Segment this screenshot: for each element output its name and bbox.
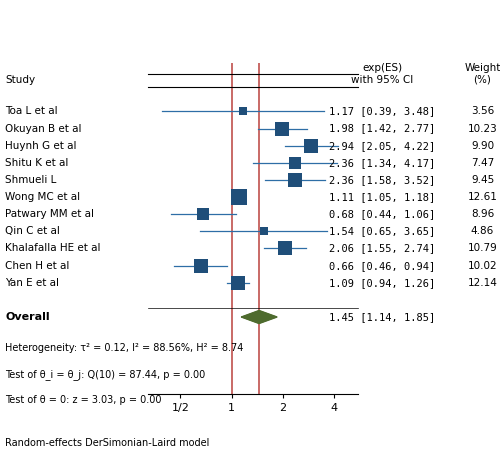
Text: 1.54 [0.65, 3.65]: 1.54 [0.65, 3.65] bbox=[330, 226, 436, 236]
Text: Patwary MM et al: Patwary MM et al bbox=[5, 209, 94, 219]
Text: 10.02: 10.02 bbox=[468, 260, 498, 270]
Point bbox=[197, 262, 205, 269]
Text: Heterogeneity: τ² = 0.12, I² = 88.56%, H² = 8.74: Heterogeneity: τ² = 0.12, I² = 88.56%, H… bbox=[5, 343, 244, 353]
Text: 2.36 [1.58, 3.52]: 2.36 [1.58, 3.52] bbox=[330, 175, 436, 185]
Text: Toa L et al: Toa L et al bbox=[5, 106, 58, 116]
Text: Weight: Weight bbox=[464, 63, 500, 72]
Point bbox=[236, 193, 244, 201]
Point bbox=[239, 108, 247, 115]
Text: Study: Study bbox=[5, 75, 35, 85]
Text: with 95% CI: with 95% CI bbox=[352, 75, 414, 85]
Text: 7.47: 7.47 bbox=[471, 158, 494, 168]
Text: 9.90: 9.90 bbox=[471, 141, 494, 151]
Point bbox=[199, 211, 207, 218]
Text: 2.36 [1.34, 4.17]: 2.36 [1.34, 4.17] bbox=[330, 158, 436, 168]
Text: Huynh G et al: Huynh G et al bbox=[5, 141, 76, 151]
Text: Test of θ_i = θ_j: Q(10) = 87.44, p = 0.00: Test of θ_i = θ_j: Q(10) = 87.44, p = 0.… bbox=[5, 369, 205, 380]
Text: 1.09 [0.94, 1.26]: 1.09 [0.94, 1.26] bbox=[330, 278, 436, 288]
Text: Chen H et al: Chen H et al bbox=[5, 260, 70, 270]
Polygon shape bbox=[242, 310, 277, 323]
Text: 12.61: 12.61 bbox=[468, 192, 498, 202]
Text: 10.23: 10.23 bbox=[468, 124, 498, 134]
Text: 3.56: 3.56 bbox=[471, 106, 494, 116]
Text: 2.94 [2.05, 4.22]: 2.94 [2.05, 4.22] bbox=[330, 141, 436, 151]
Point bbox=[278, 125, 286, 132]
Text: Test of θ = 0: z = 3.03, p = 0.00: Test of θ = 0: z = 3.03, p = 0.00 bbox=[5, 395, 162, 405]
Text: 12.14: 12.14 bbox=[468, 278, 498, 288]
Text: exp(ES): exp(ES) bbox=[362, 63, 403, 72]
Point bbox=[281, 245, 289, 252]
Text: 1.17 [0.39, 3.48]: 1.17 [0.39, 3.48] bbox=[330, 106, 436, 116]
Text: Shmueli L: Shmueli L bbox=[5, 175, 57, 185]
Text: 2.06 [1.55, 2.74]: 2.06 [1.55, 2.74] bbox=[330, 243, 436, 254]
Text: Yan E et al: Yan E et al bbox=[5, 278, 59, 288]
Text: Shitu K et al: Shitu K et al bbox=[5, 158, 68, 168]
Point bbox=[291, 159, 299, 166]
Text: (%): (%) bbox=[474, 75, 492, 85]
Text: Random-effects DerSimonian-Laird model: Random-effects DerSimonian-Laird model bbox=[5, 438, 210, 448]
Point bbox=[308, 142, 316, 149]
Text: 1.98 [1.42, 2.77]: 1.98 [1.42, 2.77] bbox=[330, 124, 436, 134]
Text: 8.96: 8.96 bbox=[471, 209, 494, 219]
Text: 0.68 [0.44, 1.06]: 0.68 [0.44, 1.06] bbox=[330, 209, 436, 219]
Text: Overall: Overall bbox=[5, 312, 50, 322]
Text: 1.45 [1.14, 1.85]: 1.45 [1.14, 1.85] bbox=[330, 312, 436, 322]
Text: 4.86: 4.86 bbox=[471, 226, 494, 236]
Text: Wong MC et al: Wong MC et al bbox=[5, 192, 80, 202]
Point bbox=[291, 176, 299, 183]
Text: 9.45: 9.45 bbox=[471, 175, 494, 185]
Point bbox=[260, 228, 268, 235]
Text: 10.79: 10.79 bbox=[468, 243, 498, 254]
Text: Qin C et al: Qin C et al bbox=[5, 226, 60, 236]
Text: 1.11 [1.05, 1.18]: 1.11 [1.05, 1.18] bbox=[330, 192, 436, 202]
Text: Okuyan B et al: Okuyan B et al bbox=[5, 124, 82, 134]
Text: Khalafalla HE et al: Khalafalla HE et al bbox=[5, 243, 100, 254]
Text: 0.66 [0.46, 0.94]: 0.66 [0.46, 0.94] bbox=[330, 260, 436, 270]
Point bbox=[234, 279, 242, 286]
